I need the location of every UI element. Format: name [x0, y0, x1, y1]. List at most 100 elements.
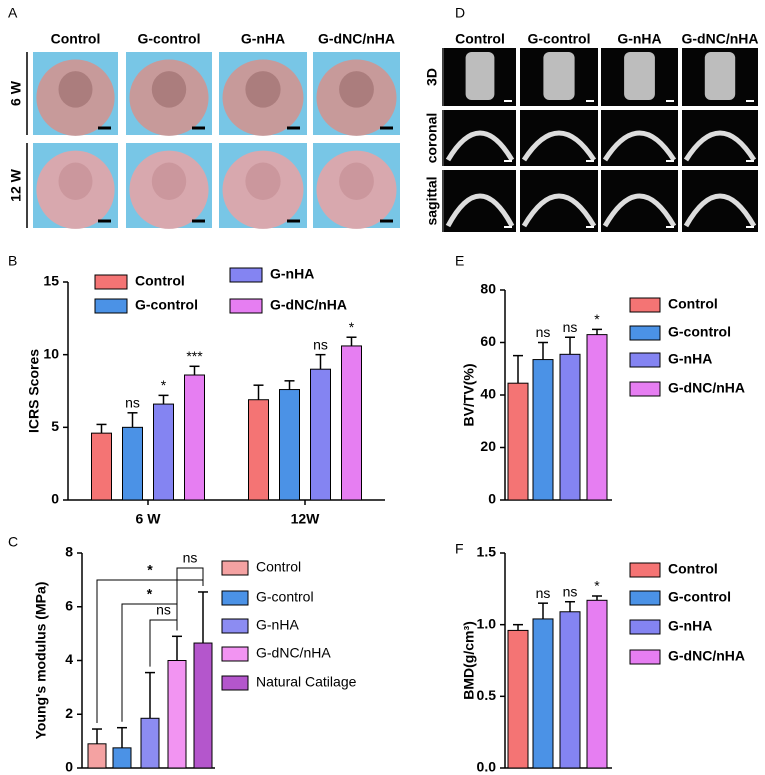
bar [184, 374, 205, 501]
ct-scaffold [465, 52, 495, 100]
tissue-center [58, 162, 93, 200]
y-tick-label: 10 [43, 345, 59, 361]
bar [586, 599, 608, 769]
y-tick-label: 8 [65, 544, 73, 560]
legend-label: G-dNC/nHA [668, 648, 745, 664]
bar [507, 629, 529, 769]
panel-letter: E [455, 253, 464, 269]
legend-swatch [629, 381, 661, 397]
tissue-center [245, 162, 281, 200]
ct-image [682, 170, 758, 232]
row-label: 12 W [8, 168, 24, 201]
y-tick-label: 5 [51, 418, 59, 434]
ct-image [444, 110, 516, 166]
y-axis-label: Young's modulus (MPa) [33, 582, 49, 740]
significance-label: * [594, 311, 600, 327]
legend-swatch [94, 274, 128, 290]
column-header: G-nHA [617, 31, 661, 47]
legend-label: G-nHA [668, 351, 712, 367]
ct-image [682, 110, 758, 166]
column-header: G-dNC/nHA [318, 31, 395, 47]
ct-bone [602, 193, 677, 228]
legend-swatch [629, 619, 661, 635]
bar [112, 747, 132, 769]
bar [559, 353, 581, 501]
ct-image [444, 170, 516, 232]
column-header: G-nHA [241, 31, 285, 47]
y-tick-label: 0 [488, 491, 496, 507]
ct-bone [445, 193, 515, 228]
significance-label: ns [536, 585, 551, 601]
y-axis-label: BMD(g/cm³) [461, 621, 477, 700]
legend-swatch [629, 297, 661, 313]
y-tick-label: 4 [65, 651, 73, 667]
panel-letter: B [8, 253, 17, 269]
significance-label: * [349, 319, 355, 335]
significance-bracket [176, 567, 204, 631]
tissue-center [58, 71, 93, 108]
legend-swatch [94, 298, 128, 314]
bar [310, 368, 331, 501]
y-axis-label: BV/TV(%) [461, 364, 477, 427]
bracket-label: ns [156, 602, 171, 618]
row-label: 3D [424, 68, 440, 86]
legend-label: Control [256, 559, 301, 575]
y-tick-label: 80 [480, 281, 496, 297]
legend-label: Control [668, 296, 718, 312]
legend-swatch [629, 352, 661, 368]
legend-swatch [629, 649, 661, 665]
panel-letter: D [455, 5, 465, 21]
legend-label: G-dNC/nHA [256, 645, 331, 661]
legend-label: G-nHA [668, 618, 712, 634]
panel-letter: A [8, 5, 18, 21]
row-label: coronal [424, 113, 440, 164]
y-tick-label: 2 [65, 705, 73, 721]
y-tick-label: 20 [480, 438, 496, 454]
y-tick-label: 15 [43, 273, 59, 289]
bracket-label: * [147, 562, 153, 578]
bracket-label: ns [183, 550, 198, 566]
legend-swatch [221, 646, 249, 662]
y-tick-label: 1.0 [477, 615, 497, 631]
column-header: G-control [528, 31, 591, 47]
bar [248, 399, 269, 501]
bar [586, 334, 608, 501]
tissue-center [151, 162, 187, 200]
y-tick-label: 0.5 [477, 687, 497, 703]
ct-bone [521, 130, 597, 162]
bar [122, 426, 143, 501]
ct-scaffold [624, 52, 655, 100]
significance-bracket [149, 619, 178, 667]
bar [279, 389, 300, 501]
ct-image [601, 110, 678, 166]
column-header: Control [51, 31, 101, 47]
significance-label: ns [313, 336, 328, 352]
y-tick-label: 40 [480, 386, 496, 402]
ct-bone [521, 193, 597, 228]
bar [559, 611, 581, 769]
y-tick-label: 0 [65, 759, 73, 775]
bar [153, 403, 174, 501]
legend-swatch [221, 590, 249, 606]
column-header: Control [455, 31, 505, 47]
y-tick-label: 0.0 [477, 759, 497, 775]
legend-label: Control [668, 561, 718, 577]
legend-swatch [629, 562, 661, 578]
tissue-center [339, 71, 374, 108]
ct-bone [683, 193, 757, 228]
legend-label: G-control [135, 297, 198, 313]
legend-swatch [229, 298, 263, 314]
significance-label: * [161, 377, 167, 393]
tissue-center [339, 162, 374, 200]
significance-label: ns [563, 319, 578, 335]
significance-label: ns [536, 324, 551, 340]
legend-label: G-nHA [256, 617, 299, 633]
tissue-center [151, 71, 187, 108]
bar [532, 359, 554, 501]
legend-label: G-control [668, 324, 731, 340]
bar [532, 618, 554, 769]
legend-label: G-dNC/nHA [668, 380, 745, 396]
legend-label: Natural Catilage [256, 674, 357, 690]
legend-swatch [629, 590, 661, 606]
